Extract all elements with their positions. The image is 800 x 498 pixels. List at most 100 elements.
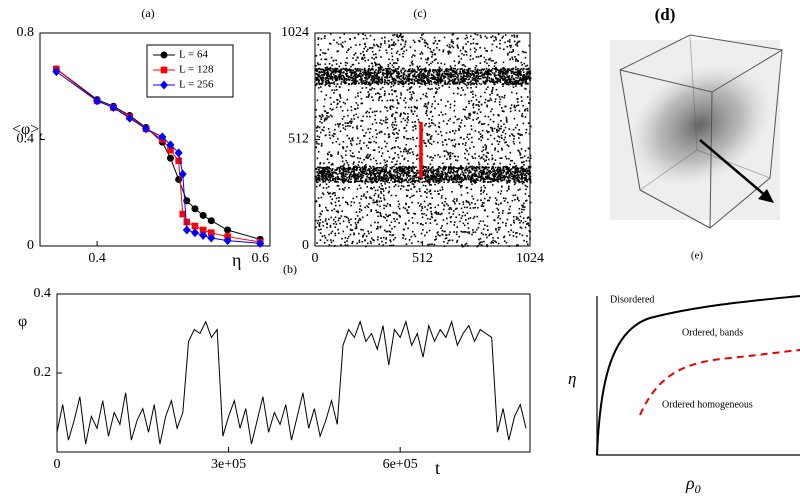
particle — [347, 115, 349, 117]
x-axis-label: t — [435, 458, 440, 478]
particle — [444, 155, 446, 157]
particle — [336, 141, 338, 143]
particle — [467, 79, 469, 81]
particle — [391, 105, 393, 107]
particle — [349, 68, 351, 70]
particle — [520, 134, 522, 136]
particle — [491, 108, 493, 110]
particle — [523, 123, 525, 125]
particle — [427, 72, 429, 74]
particle — [319, 204, 321, 206]
particle — [372, 82, 374, 84]
particle — [426, 105, 428, 107]
particle — [446, 218, 448, 220]
particle — [365, 246, 367, 248]
particle — [330, 155, 332, 157]
particle — [326, 209, 328, 211]
particle — [508, 128, 510, 130]
particle — [512, 171, 514, 173]
particle — [353, 202, 355, 204]
particle — [510, 107, 512, 109]
particle — [366, 96, 368, 98]
particle — [463, 109, 465, 111]
particle — [472, 96, 474, 98]
particle — [428, 126, 430, 128]
particle — [321, 71, 323, 73]
particle — [419, 66, 421, 68]
particle — [442, 202, 444, 204]
particle — [447, 51, 449, 53]
particle — [420, 53, 422, 55]
particle — [503, 49, 505, 51]
particle — [353, 161, 355, 163]
particle — [382, 188, 384, 190]
particle — [408, 71, 410, 73]
particle — [324, 99, 326, 101]
particle — [497, 231, 499, 233]
particle — [381, 200, 383, 202]
particle — [493, 164, 495, 166]
particle — [363, 193, 365, 195]
particle — [325, 111, 327, 113]
particle — [518, 41, 520, 43]
particle — [330, 33, 332, 35]
particle — [384, 90, 386, 92]
particle — [479, 171, 481, 173]
particle — [398, 185, 400, 187]
particle — [393, 129, 395, 131]
particle — [383, 205, 385, 207]
particle — [447, 175, 449, 177]
particle — [465, 66, 467, 68]
particle — [480, 220, 482, 222]
particle — [426, 180, 428, 182]
particle — [461, 68, 463, 70]
particle — [497, 192, 499, 194]
particle — [380, 71, 382, 73]
particle — [516, 232, 518, 234]
particle — [391, 44, 393, 46]
particle — [393, 245, 395, 247]
particle — [434, 124, 436, 126]
particle — [488, 124, 490, 126]
particle — [376, 201, 378, 203]
particle — [480, 111, 482, 113]
particle — [502, 210, 504, 212]
particle — [321, 114, 323, 116]
particle — [398, 222, 400, 224]
particle — [435, 211, 437, 213]
particle — [434, 207, 436, 209]
particle — [318, 229, 320, 231]
particle — [339, 37, 341, 39]
particle — [475, 104, 477, 106]
particle — [394, 83, 396, 85]
particle — [347, 238, 349, 240]
particle — [385, 117, 387, 119]
particle — [320, 49, 322, 51]
particle — [406, 75, 408, 77]
particle — [426, 82, 428, 84]
particle — [330, 202, 332, 204]
particle — [448, 74, 450, 76]
particle — [384, 217, 386, 219]
particle — [366, 145, 368, 147]
particle — [368, 59, 370, 61]
particle — [431, 197, 433, 199]
particle — [467, 192, 469, 194]
particle — [400, 92, 402, 94]
particle — [319, 68, 321, 70]
particle — [511, 73, 513, 75]
particle — [420, 203, 422, 205]
particle — [389, 239, 391, 241]
particle — [479, 75, 481, 77]
particle — [392, 35, 394, 37]
particle — [362, 236, 364, 238]
particle — [410, 46, 412, 48]
particle — [481, 205, 483, 207]
chart-title: (b) — [283, 262, 297, 276]
particle — [450, 221, 452, 223]
particle — [499, 128, 501, 130]
particle — [526, 160, 528, 162]
particle — [481, 204, 483, 206]
particle — [340, 83, 342, 85]
